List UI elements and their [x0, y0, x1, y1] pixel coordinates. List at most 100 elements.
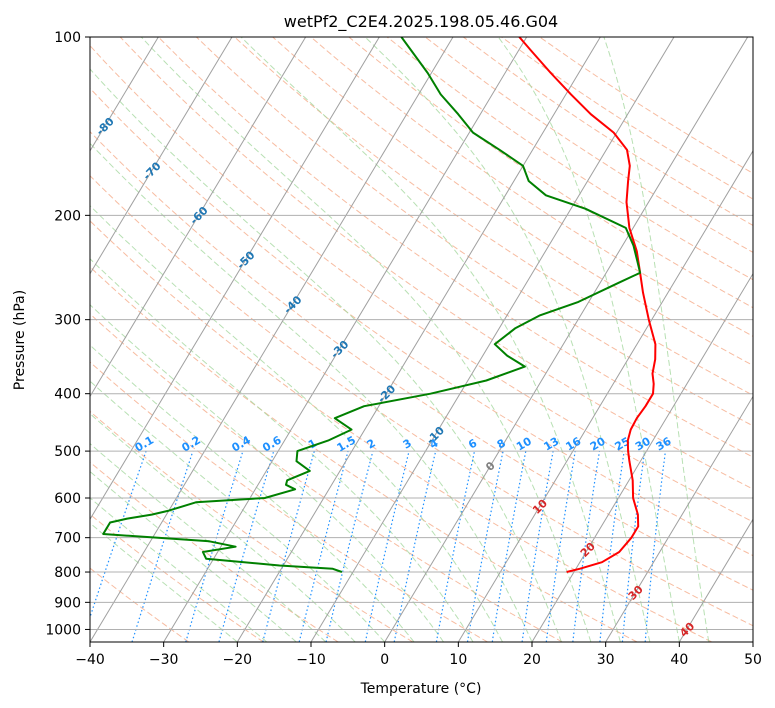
y-tick-label: 400 — [54, 387, 81, 403]
dry-adiabat — [272, 37, 753, 367]
x-tick-label: 20 — [523, 652, 541, 668]
isotherm-line — [605, 395, 753, 642]
dry-adiabat — [90, 130, 753, 591]
chart-title: wetPf2_C2E4.2025.198.05.46.G04 — [284, 12, 558, 32]
isotherm-label: -70 — [140, 159, 163, 182]
y-tick-label: 100 — [54, 30, 81, 46]
moist-adiabat — [140, 37, 592, 642]
mixing-ratio-line — [298, 450, 349, 642]
mixing-ratio-line — [599, 451, 625, 642]
mixing-ratio-line — [545, 451, 576, 642]
isotherm-label: -30 — [328, 338, 351, 361]
isotherm-label: 0 — [483, 459, 498, 474]
x-tick-label: 40 — [670, 652, 688, 668]
moist-adiabat — [603, 37, 710, 642]
y-tick-label: 600 — [54, 491, 81, 507]
dry-adiabat — [90, 175, 753, 627]
moist-adiabat — [90, 470, 297, 642]
dry-adiabat — [90, 461, 339, 642]
isotherm-line — [384, 37, 749, 642]
moist-adiabat — [90, 304, 444, 642]
mixing-ratio-line — [325, 450, 374, 642]
mixing-ratio-line — [644, 451, 666, 642]
isotherm-line — [90, 37, 159, 152]
isotherm-line — [90, 37, 307, 398]
isotherm-line — [236, 37, 601, 642]
moist-adiabat — [90, 413, 356, 642]
dry-adiabat — [424, 37, 753, 253]
moist-adiabat — [90, 258, 474, 642]
x-tick-label: 30 — [597, 652, 615, 668]
y-axis: 1000 900 800 700 600 500 400 300 200 100 — [45, 30, 90, 638]
isotherm-line — [752, 641, 753, 642]
x-tick-label: 10 — [449, 652, 467, 668]
y-tick-label: 800 — [54, 565, 81, 581]
dry-adiabat — [90, 44, 753, 523]
profiles — [102, 37, 657, 573]
isotherm-label: -40 — [281, 293, 304, 316]
x-tick-label: 50 — [744, 652, 762, 668]
x-tick-label: 0 — [380, 652, 389, 668]
mixing-ratio-line — [218, 450, 275, 642]
dry-adiabat — [157, 37, 753, 458]
mixing-ratio-label: 8 — [495, 437, 508, 452]
mixing-ratio-line — [572, 451, 601, 642]
background-lines — [0, 37, 753, 642]
moist-adiabat — [497, 37, 680, 642]
dewpoint-profile — [102, 37, 642, 573]
isotherm-line — [90, 37, 233, 275]
dry-adiabat — [90, 87, 753, 557]
isotherm-line — [531, 272, 753, 642]
isotherm-label: -100 — [0, 23, 26, 52]
mixing-ratio-line — [621, 451, 646, 642]
isotherm-line — [90, 37, 454, 642]
dry-adiabat — [119, 37, 753, 490]
mixing-ratio-line — [131, 450, 194, 642]
isotherm-line — [90, 37, 380, 521]
isotherm-line — [163, 37, 528, 642]
isotherm-line — [0, 37, 11, 642]
dry-adiabat — [90, 513, 264, 642]
y-tick-label: 700 — [54, 531, 81, 547]
temperature-profile — [518, 37, 657, 573]
isotherm-label: 20 — [578, 540, 598, 560]
mixing-ratio-label: 3 — [401, 437, 414, 452]
x-axis: −40 −30 −20 −10 0 10 20 30 40 50 — [75, 642, 762, 668]
moist-adiabat — [90, 380, 386, 642]
mixing-ratio-line — [393, 450, 437, 642]
dry-adiabat — [348, 37, 753, 309]
isotherm-label: -50 — [234, 248, 257, 271]
dry-adiabat — [196, 37, 753, 427]
mixing-ratio-label: 6 — [466, 436, 479, 451]
isotherm-line — [678, 518, 753, 642]
x-tick-label: −30 — [149, 652, 179, 668]
moist-adiabat — [240, 37, 621, 642]
moist-adiabat — [90, 522, 238, 642]
dry-adiabat — [90, 361, 488, 642]
dry-adiabat — [90, 220, 712, 642]
isotherm-label: -90 — [47, 70, 70, 93]
moist-adiabat — [90, 142, 533, 642]
dry-adiabat — [90, 266, 638, 642]
moist-adiabat — [90, 68, 562, 642]
y-tick-label: 900 — [54, 595, 81, 611]
dry-adiabat — [90, 313, 563, 642]
isotherm-label: -80 — [94, 115, 117, 138]
y-tick-label: 1000 — [45, 622, 81, 638]
y-tick-label: 300 — [54, 313, 81, 329]
isotherm-line — [457, 149, 753, 642]
dry-adiabat — [539, 37, 753, 174]
x-tick-label: −20 — [223, 652, 253, 668]
y-axis-title: Pressure (hPa) — [12, 290, 28, 390]
x-tick-label: −40 — [75, 652, 105, 668]
mixing-ratio-line — [262, 450, 315, 642]
x-tick-label: −10 — [296, 652, 326, 668]
y-tick-label: 200 — [54, 208, 81, 224]
mixing-ratio-line — [364, 450, 410, 642]
moist-adiabat — [90, 204, 503, 642]
y-tick-label: 500 — [54, 444, 81, 460]
isotherm-line — [310, 37, 675, 642]
dry-adiabat — [234, 37, 753, 396]
x-axis-title: Temperature (°C) — [360, 681, 482, 697]
